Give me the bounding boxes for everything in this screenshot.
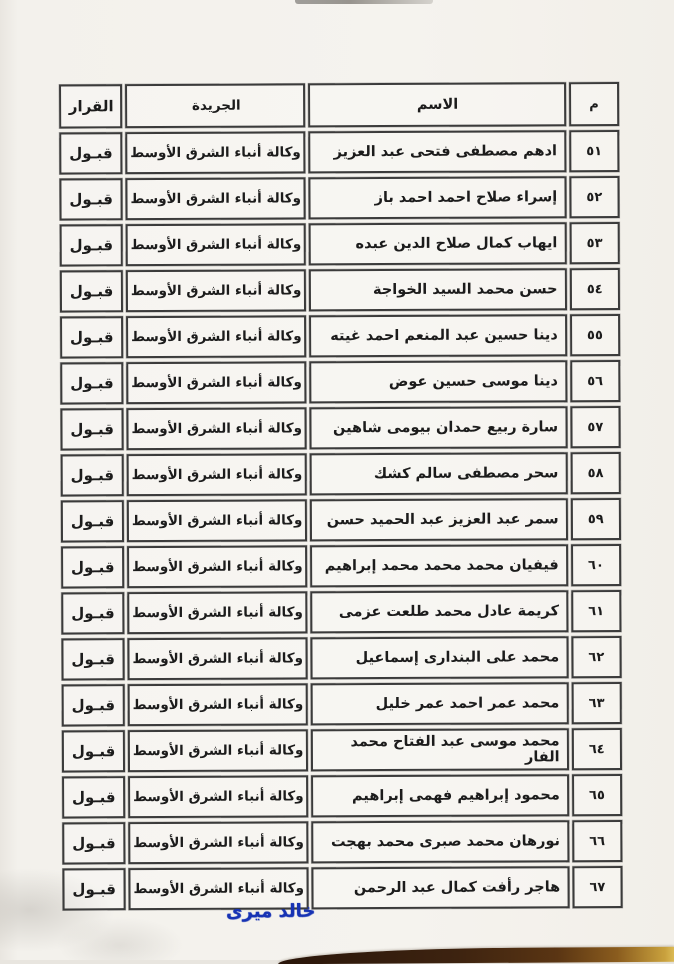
cell-name: سحر مصطفى سالم كشك (309, 452, 568, 496)
cell-name: ادهم مصطفى فتحى عبد العزيز (308, 130, 567, 174)
cell-newspaper: وكالة أنباء الشرق الأوسط (126, 315, 307, 359)
cell-name: كريمة عادل محمد طلعت عزمى (310, 590, 569, 634)
cell-newspaper: وكالة أنباء الشرق الأوسط (127, 499, 308, 543)
table-body: ٥١ ادهم مصطفى فتحى عبد العزيز وكالة أنباء … (59, 130, 623, 911)
cell-name: نورهان محمد صبرى محمد بهجت (311, 820, 570, 864)
cell-number: ٦٠ (570, 544, 622, 587)
cell-decision: قبـول (61, 684, 126, 727)
cell-name: حسن محمد السيد الخواجة (309, 268, 567, 312)
signature-stamp: خالد ميرى (225, 900, 316, 923)
cell-decision: قبـول (62, 776, 126, 819)
cell-decision: قبـول (59, 224, 124, 267)
cell-newspaper: وكالة أنباء الشرق الأوسط (126, 453, 307, 497)
cell-newspaper: وكالة أنباء الشرق الأوسط (126, 407, 307, 451)
cell-decision: قبـول (61, 730, 126, 773)
cell-name: هاجر رأفت كمال عبد الرحمن (311, 866, 570, 910)
cell-number: ٦١ (570, 590, 622, 633)
cell-name: سمر عبد العزيز عبد الحميد حسن (310, 498, 568, 542)
table-row: ٦٥ محمود إبراهيم فهمى إبراهيم وكالة أنباء … (62, 774, 623, 819)
table-row: ٦١ كريمة عادل محمد طلعت عزمى وكالة أنباء ا… (61, 590, 622, 635)
cell-decision: قبـول (61, 592, 125, 635)
cell-name: فيفيان محمد محمد محمد إبراهيم (310, 544, 568, 588)
table-row: ٥٣ ايهاب كمال صلاح الدين عبده وكالة أنباء … (59, 222, 620, 267)
header-name: الاسم (308, 82, 566, 128)
cell-number: ٦٢ (571, 636, 622, 679)
cell-name: محمد على البندارى إسماعيل (310, 636, 569, 680)
cell-decision: قبـول (61, 546, 125, 589)
cell-number: ٥١ (568, 130, 620, 173)
cell-name: محمد عمر احمد عمر خليل (310, 682, 569, 726)
cell-name: محمد موسى عبد الفتاح محمد الفار (311, 728, 569, 772)
cell-newspaper: وكالة أنباء الشرق الأوسط (125, 131, 306, 175)
table-wrap: م الاسم الجريدة القرار ٥١ ادهم مصطفى فتحى… (56, 78, 626, 914)
cell-number: ٦٦ (571, 820, 623, 863)
table-row: ٥٢ إسراء صلاح احمد احمد باز وكالة أنباء ال… (59, 176, 620, 221)
scan-artifact-bottom (277, 946, 674, 964)
table-row: ٥١ ادهم مصطفى فتحى عبد العزيز وكالة أنباء … (59, 130, 620, 175)
cell-number: ٥٨ (570, 452, 621, 495)
cell-number: ٦٧ (572, 866, 623, 909)
header-number: م (568, 82, 620, 127)
cell-newspaper: وكالة أنباء الشرق الأوسط (127, 591, 308, 635)
cell-number: ٦٣ (571, 682, 622, 725)
table-row: ٥٧ سارة ربيع حمدان بيومى شاهين وكالة أنباء… (60, 406, 621, 451)
cell-newspaper: وكالة أنباء الشرق الأوسط (127, 683, 308, 727)
table-row: ٦٧ هاجر رأفت كمال عبد الرحمن وكالة أنباء ا… (62, 866, 623, 911)
cell-name: دينا حسين عبد المنعم احمد غيته (309, 314, 567, 358)
cell-name: ايهاب كمال صلاح الدين عبده (308, 222, 567, 266)
cell-decision: قبـول (62, 868, 126, 911)
cell-newspaper: وكالة أنباء الشرق الأوسط (128, 775, 309, 819)
cell-number: ٦٥ (571, 774, 623, 817)
cell-name: إسراء صلاح احمد احمد باز (308, 176, 567, 220)
cell-newspaper: وكالة أنباء الشرق الأوسط (125, 177, 306, 221)
header-newspaper: الجريدة (125, 83, 306, 129)
cell-number: ٦٤ (571, 728, 623, 771)
table-row: ٦٠ فيفيان محمد محمد محمد إبراهيم وكالة أنب… (61, 544, 622, 589)
cell-number: ٥٧ (570, 406, 621, 449)
cell-newspaper: وكالة أنباء الشرق الأوسط (128, 821, 309, 865)
cell-number: ٥٩ (570, 498, 622, 541)
table-row: ٥٤ حسن محمد السيد الخواجة وكالة أنباء الشر… (59, 268, 621, 313)
cell-newspaper: وكالة أنباء الشرق الأوسط (127, 637, 308, 681)
header-decision: القرار (59, 84, 123, 129)
applicants-table: م الاسم الجريدة القرار ٥١ ادهم مصطفى فتحى… (56, 78, 626, 914)
cell-newspaper: وكالة أنباء الشرق الأوسط (126, 269, 307, 313)
cell-number: ٥٦ (569, 360, 621, 403)
table-row: ٦٤ محمد موسى عبد الفتاح محمد الفار وكالة أ… (61, 728, 623, 773)
cell-number: ٥٥ (569, 314, 621, 357)
cell-number: ٥٤ (569, 268, 621, 311)
table-row: ٦٣ محمد عمر احمد عمر خليل وكالة أنباء الشر… (61, 682, 622, 727)
cell-decision: قبـول (62, 822, 126, 865)
cell-decision: قبـول (60, 362, 124, 405)
cell-decision: قبـول (60, 408, 124, 451)
table-row: ٥٩ سمر عبد العزيز عبد الحميد حسن وكالة أنب… (60, 498, 622, 543)
cell-number: ٥٢ (569, 176, 620, 219)
cell-newspaper: وكالة أنباء الشرق الأوسط (128, 729, 309, 773)
table-row: ٥٦ دينا موسى حسين عوض وكالة أنباء الشرق ال… (60, 360, 621, 405)
cell-decision: قبـول (60, 500, 125, 543)
cell-decision: قبـول (60, 316, 124, 359)
cell-name: سارة ربيع حمدان بيومى شاهين (309, 406, 568, 450)
cell-newspaper: وكالة أنباء الشرق الأوسط (126, 361, 307, 405)
table-row: ٥٨ سحر مصطفى سالم كشك وكالة أنباء الشرق ال… (60, 452, 621, 497)
cell-name: محمود إبراهيم فهمى إبراهيم (311, 774, 569, 818)
cell-newspaper: وكالة أنباء الشرق الأوسط (125, 223, 306, 267)
header-row: م الاسم الجريدة القرار (59, 82, 620, 129)
cell-newspaper: وكالة أنباء الشرق الأوسط (127, 545, 308, 589)
cell-decision: قبـول (59, 132, 123, 175)
cell-decision: قبـول (59, 270, 124, 313)
cell-number: ٥٣ (569, 222, 620, 265)
cell-decision: قبـول (61, 638, 125, 681)
cell-name: دينا موسى حسين عوض (309, 360, 568, 404)
table-row: ٥٥ دينا حسين عبد المنعم احمد غيته وكالة أن… (60, 314, 621, 359)
scan-artifact-top (295, 0, 433, 4)
cell-decision: قبـول (60, 454, 125, 497)
table-row: ٦٢ محمد على البندارى إسماعيل وكالة أنباء ا… (61, 636, 622, 681)
cell-decision: قبـول (59, 178, 123, 221)
table-row: ٦٦ نورهان محمد صبرى محمد بهجت وكالة أنباء … (62, 820, 623, 865)
